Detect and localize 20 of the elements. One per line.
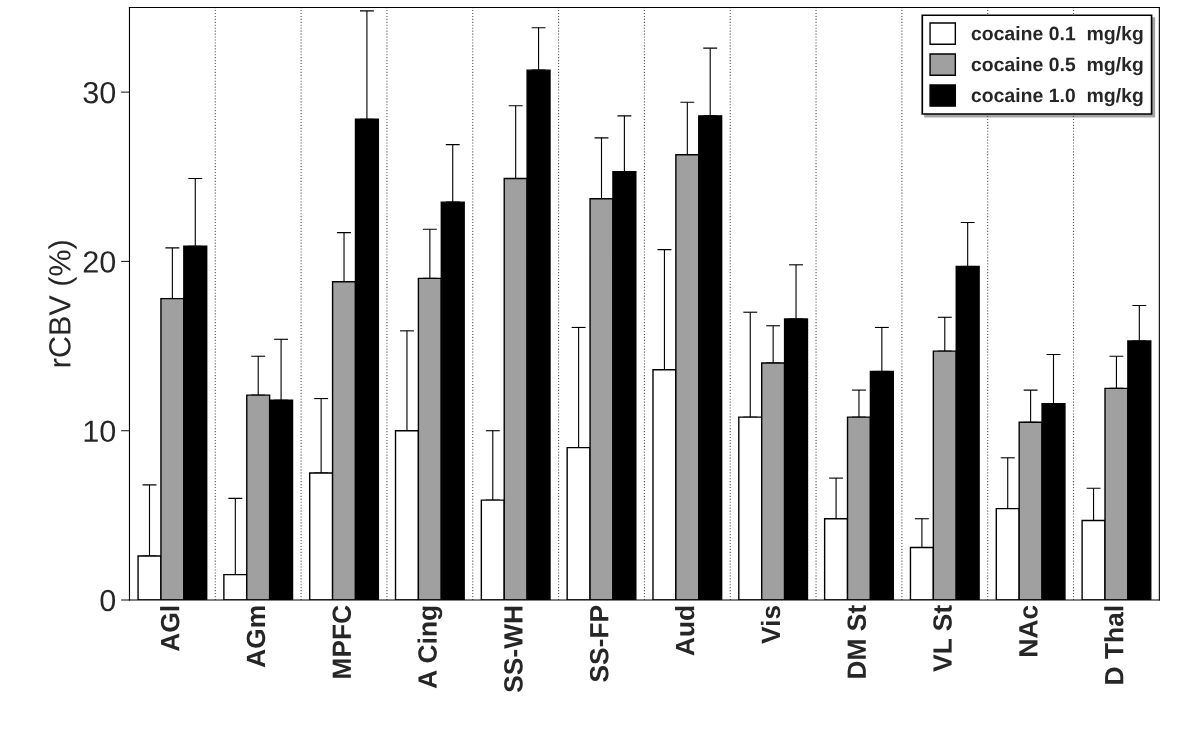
x-tick-label: Vis xyxy=(760,605,781,644)
x-tick-label: MPFC xyxy=(332,605,352,678)
legend-label: cocaine 1.0 mg/kg xyxy=(971,87,1143,107)
y-tick-label: 0 xyxy=(100,589,116,612)
x-tick-label: SS-WH xyxy=(504,606,523,693)
legend-label: cocaine 0.1 mg/kg xyxy=(971,26,1143,45)
y-tick-label: 10 xyxy=(84,420,116,443)
x-tick-label: SS-FP xyxy=(589,605,609,682)
x-tick-label: Aud xyxy=(675,606,695,656)
y-tick-label: 20 xyxy=(83,251,116,273)
x-tick-label: DM St xyxy=(847,605,867,678)
legend-label: cocaine 0.5 mg/kg xyxy=(971,57,1143,76)
x-tick-label: AGl xyxy=(160,606,180,652)
y-axis-title: rCBV (%) xyxy=(48,241,77,367)
x-tick-label: AGm xyxy=(246,606,266,668)
y-tick-label: 30 xyxy=(83,81,116,104)
x-tick-label: A Cing xyxy=(417,606,443,689)
x-tick-label: NAc xyxy=(1019,605,1038,656)
x-tick-label: VL St xyxy=(933,605,952,672)
x-tick-label: D Thal xyxy=(1104,606,1124,684)
